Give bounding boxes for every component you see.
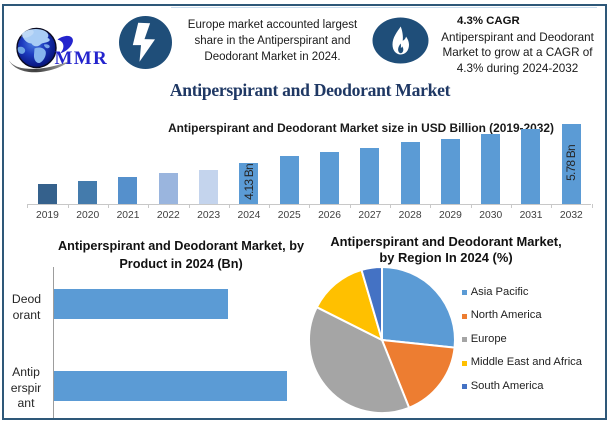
svg-text:MMR: MMR [55,48,109,69]
